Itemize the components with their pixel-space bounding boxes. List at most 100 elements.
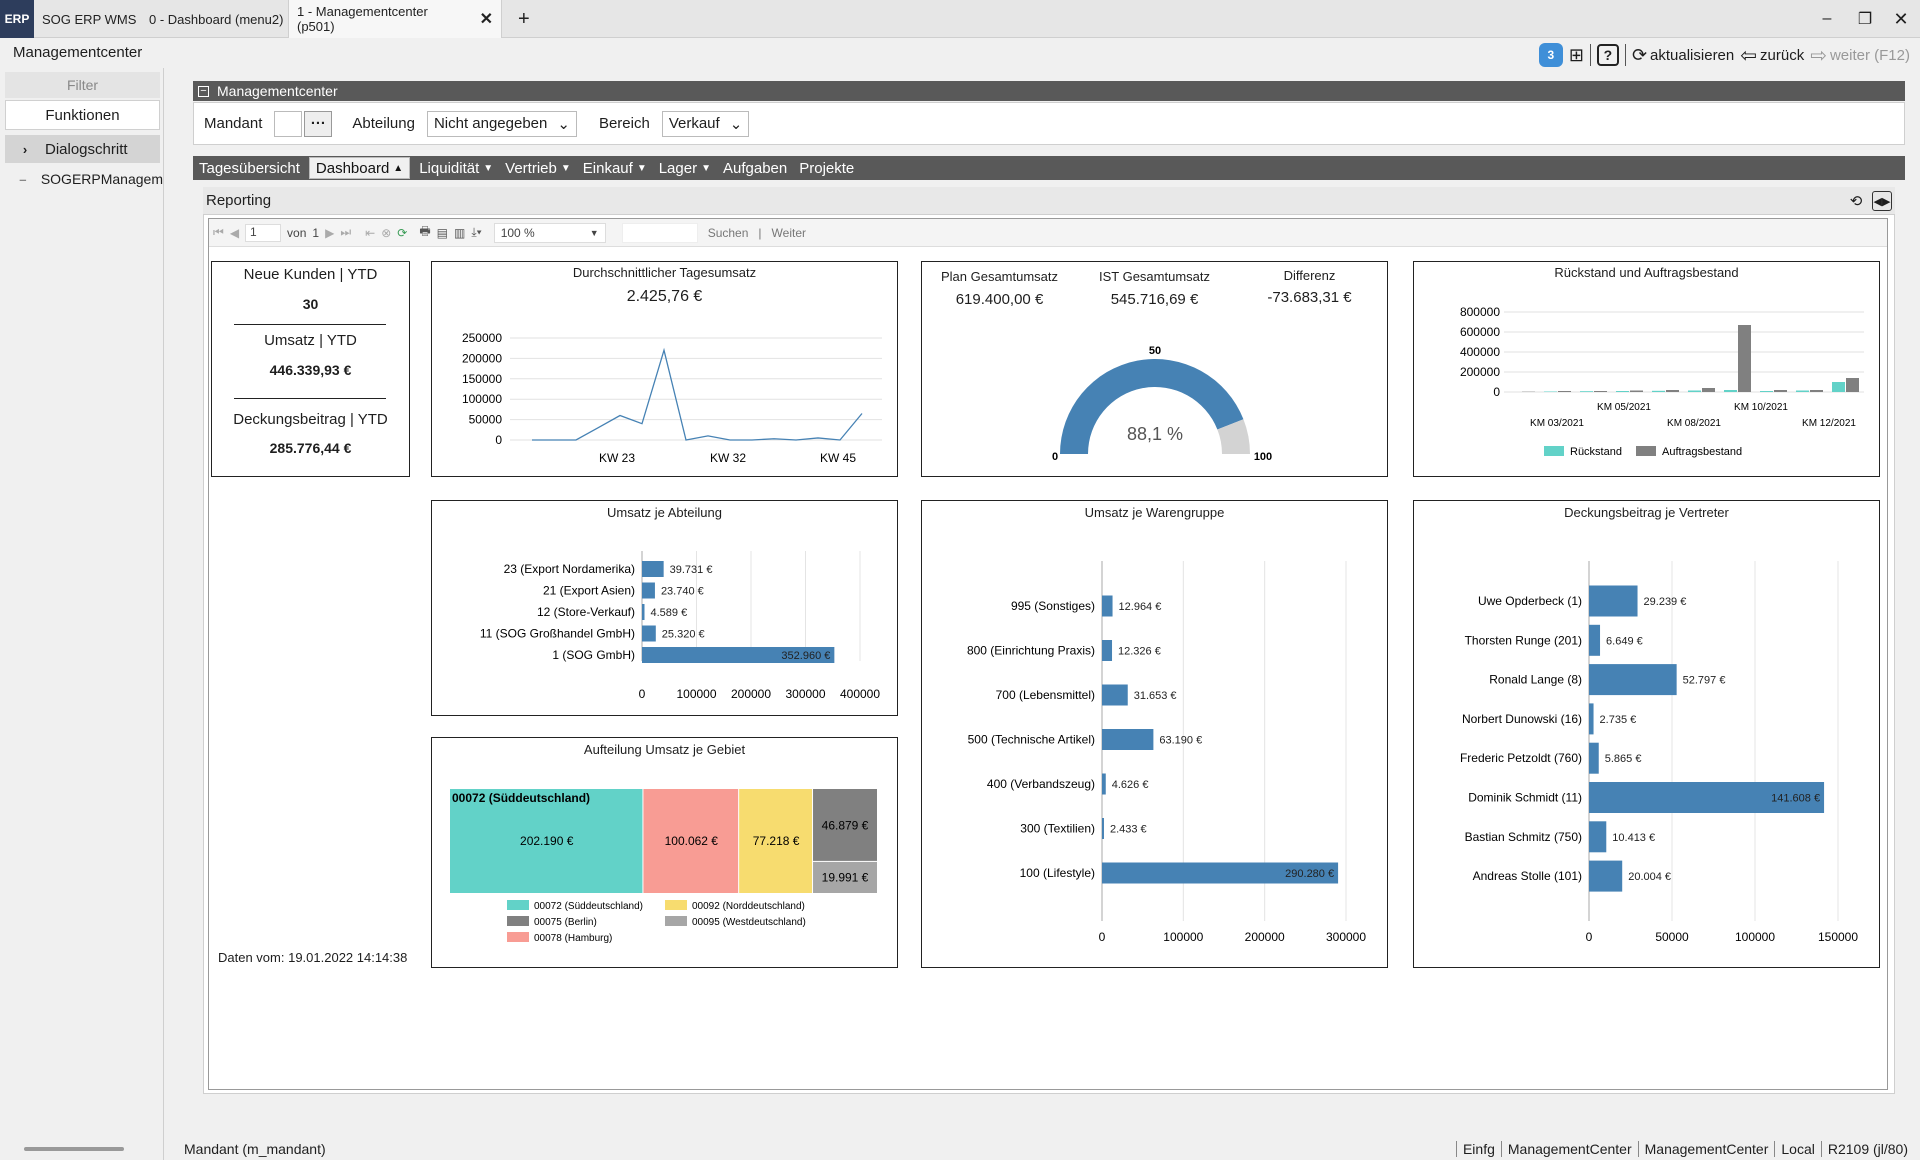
export-icon[interactable]: ⤓▾: [471, 225, 482, 239]
restore-icon[interactable]: ❐: [1857, 11, 1873, 28]
backlog-chart: 800000 600000 400000 200000 0 KM 05/2021 KM 10…: [1460, 305, 1864, 458]
bereich-select[interactable]: Verkauf ⌄: [661, 110, 750, 137]
refresh-button[interactable]: ⟳ aktualisieren: [1632, 45, 1734, 66]
abteilung-select[interactable]: Nicht angegeben ⌄: [426, 110, 577, 137]
menu-tagesuebersicht[interactable]: Tagesübersicht: [193, 157, 306, 179]
sidebar-item-sogerpmanagement[interactable]: – SOGERPManagem: [5, 166, 163, 192]
gauge-mid-label: 50: [1149, 345, 1161, 357]
tab-managementcenter[interactable]: 1 - Managementcenter (p501) ✕: [288, 0, 502, 38]
bar-rückstand: [1688, 390, 1701, 392]
print-icon[interactable]: 🖶: [419, 224, 431, 238]
page-input[interactable]: 1: [245, 223, 282, 242]
chevron-right-icon[interactable]: ›: [22, 141, 28, 157]
forward-label: weiter (F12): [1829, 46, 1910, 64]
data-label: 2.735 €: [1600, 714, 1637, 726]
legend-swatch: [507, 900, 529, 910]
expand-icon[interactable]: ◀▶: [1872, 191, 1892, 211]
bar-rückstand: [1796, 390, 1809, 392]
vertreter-chart: 0 50000 100000 150000 Uwe Opderbeck (1) 29.23…: [1460, 561, 1858, 944]
tab-wms[interactable]: SOG ERP WMS: [34, 0, 144, 38]
next-page-icon[interactable]: ▶: [325, 225, 335, 240]
category-label: 500 (Technische Artikel): [968, 733, 1095, 747]
legend-swatch: [665, 900, 687, 910]
forward-button[interactable]: ⇨ weiter (F12): [1810, 43, 1910, 68]
menu-einkauf[interactable]: Einkauf ▼: [577, 157, 653, 179]
page-setup-icon[interactable]: ▥: [454, 225, 466, 240]
menu-label: Dashboard: [315, 159, 390, 177]
zoom-select[interactable]: 100 % ▼: [493, 222, 606, 243]
bar: [1102, 595, 1113, 617]
menu-lager[interactable]: Lager ▼: [653, 157, 717, 179]
close-window-icon[interactable]: ✕: [1893, 8, 1909, 29]
new-tab-button[interactable]: +: [518, 7, 530, 30]
data-label: 141.608 €: [1771, 793, 1820, 805]
notification-badge[interactable]: 3: [1538, 43, 1563, 67]
tab-label: 0 - Dashboard (menu2): [149, 11, 284, 27]
back-icon[interactable]: ⇤: [365, 225, 376, 240]
menu-label: Tagesübersicht: [199, 159, 300, 177]
collapse-icon[interactable]: −: [198, 85, 209, 97]
tab-dashboard[interactable]: 0 - Dashboard (menu2): [141, 0, 291, 38]
sidebar-item-dialogschritt[interactable]: › Dialogschritt: [5, 135, 160, 163]
bar: [1589, 703, 1594, 735]
minimize-icon[interactable]: –: [1822, 10, 1832, 27]
menu-liquiditaet[interactable]: Liquidität ▼: [413, 157, 499, 179]
status-cell: ManagementCenter: [1500, 1141, 1638, 1157]
close-tab-icon[interactable]: ✕: [479, 11, 493, 28]
mandant-label: Mandant: [204, 115, 263, 132]
filter-button[interactable]: Filter: [5, 72, 160, 98]
data-label: 5.865 €: [1605, 753, 1642, 765]
treemap-cell: [813, 789, 877, 861]
menu-dashboard[interactable]: Dashboard ▲: [308, 157, 411, 179]
menu-bar: Tagesübersicht Dashboard ▲ Liquidität ▼ Ve…: [193, 156, 1905, 180]
help-icon[interactable]: ?: [1596, 44, 1619, 66]
page-title: Managementcenter: [13, 44, 143, 61]
bar: [1589, 624, 1601, 656]
last-page-icon[interactable]: ⏭: [340, 225, 352, 239]
data-label: 12.964 €: [1119, 601, 1162, 613]
y-tick-label: 200000: [1460, 365, 1500, 379]
data-label: 2.433 €: [1110, 824, 1147, 836]
mandant-lookup-button[interactable]: ···: [304, 110, 333, 137]
y-tick-label: 250000: [462, 331, 502, 345]
status-mandant: Mandant (m_mandant): [184, 1141, 326, 1157]
prev-page-icon[interactable]: ◀: [229, 225, 240, 240]
back-button[interactable]: ⇦ zurück: [1740, 43, 1804, 68]
menu-projekte[interactable]: Projekte: [793, 157, 860, 179]
mandant-input[interactable]: [274, 110, 303, 137]
sync-icon[interactable]: ⟲: [1849, 193, 1863, 210]
layout-icon[interactable]: ▤: [436, 225, 448, 240]
menu-label: Aufgaben: [723, 159, 788, 177]
search-input[interactable]: [621, 222, 698, 243]
refresh-icon: ⟳: [1631, 44, 1648, 65]
treemap-value-label: 202.190 €: [520, 834, 574, 848]
of-label: von: [287, 225, 307, 240]
refresh-report-icon[interactable]: ⟳: [397, 225, 408, 240]
menu-vertrieb[interactable]: Vertrieb ▼: [499, 157, 577, 179]
page-count: 1: [312, 225, 320, 240]
add-user-icon[interactable]: ⊞: [1568, 44, 1584, 65]
data-label: 4.626 €: [1112, 779, 1149, 791]
legend-label: 00092 (Norddeutschland): [692, 901, 805, 912]
category-label: Thorsten Runge (201): [1465, 633, 1582, 647]
status-cell: R2109 (jl/80): [1820, 1141, 1914, 1157]
data-label: 6.649 €: [1606, 635, 1643, 647]
chevron-down-icon: ⌄: [557, 115, 570, 133]
bar-auftragsbestand: [1846, 378, 1859, 392]
bar: [1589, 742, 1599, 774]
treemap-cell: [643, 789, 739, 893]
next-match-button[interactable]: Weiter: [771, 225, 806, 240]
refresh-label: aktualisieren: [1650, 46, 1735, 64]
search-button[interactable]: Suchen: [707, 225, 749, 240]
plan-label: Plan Gesamtumsatz: [940, 269, 1059, 284]
abteilung-value: Nicht angegeben: [433, 115, 548, 132]
app-logo: ERP: [0, 0, 34, 38]
x-tick-label: 0: [639, 687, 646, 701]
first-page-icon[interactable]: ⏮: [213, 225, 224, 239]
sidebar-scrollbar[interactable]: [24, 1147, 124, 1151]
menu-aufgaben[interactable]: Aufgaben: [717, 157, 793, 179]
x-tick-label: 100000: [1163, 930, 1203, 944]
funktionen-button[interactable]: Funktionen: [5, 100, 160, 130]
stop-icon[interactable]: ⊗: [381, 225, 392, 240]
chart-subtitle: 2.425,76 €: [626, 288, 703, 305]
